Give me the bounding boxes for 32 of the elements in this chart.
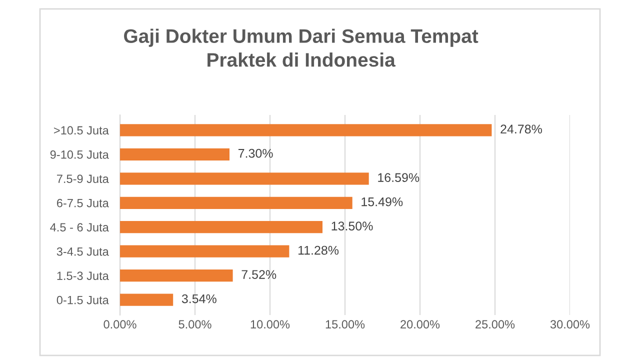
x-tick-label: 5.00% [178,320,212,329]
bar [120,124,492,136]
bar [120,270,233,282]
y-tick-label: 3-4.5 Juta [56,247,109,256]
x-tick-label: 30.00% [550,320,590,329]
y-tick-label: 0-1.5 Juta [56,296,109,304]
data-label: 11.28% [298,246,339,255]
data-label: 3.54% [182,294,216,304]
y-tick-label: >10.5 Juta [54,126,109,135]
data-label: 15.49% [362,197,403,206]
x-tick-label: 10.00% [250,320,290,329]
y-tick-label: 4.5 - 6 Juta [50,223,109,232]
bar [120,245,290,258]
data-label: 13.50% [332,222,373,230]
bar [120,148,230,160]
bar [120,294,174,306]
data-label: 7.30% [238,148,273,158]
data-label: 7.52% [242,270,276,279]
bar [120,196,352,209]
y-tick-label: 1.5-3 Juta [57,272,109,280]
x-tick-label: 0.00% [104,320,136,329]
bar [120,221,322,234]
y-tick-label: 9-10.5 Juta [50,150,109,159]
data-label: 16.59% [378,173,420,182]
y-tick-label: 6-7.5 Juta [56,198,109,208]
x-tick-label: 25.00% [476,320,515,329]
data-label: 24.78% [500,124,542,134]
x-tick-label: 15.00% [326,320,365,329]
y-tick-label: 7.5-9 Juta [56,174,109,184]
bar [120,172,369,185]
chart-title: Gaji Dokter Umum Dari Semua Tempat Praktek di Indonesia [124,28,478,67]
x-tick-label: 20.00% [400,320,440,329]
